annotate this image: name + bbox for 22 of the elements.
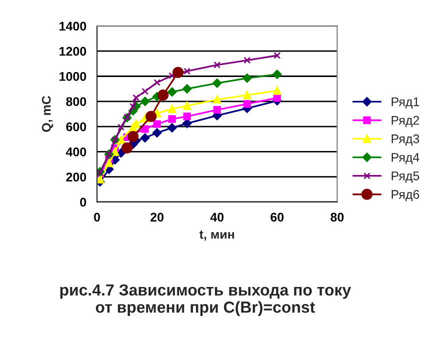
y-tick-label: 400 [66, 148, 86, 156]
x-tick-label: 20 [150, 212, 164, 222]
x-tick-label: 80 [330, 212, 344, 222]
y-axis-title: Q, mC [42, 96, 54, 132]
y-tick-label: 1400 [60, 22, 86, 31]
y-tick-label: 200 [66, 172, 86, 182]
y-tick-label: 0 [80, 198, 86, 207]
legend-label: Ряд5 [392, 172, 420, 183]
text: рис.4.7 Зависимость выхода по току от времени при C(Br)=const [60, 284, 352, 316]
legend-label: Ряд3 [392, 134, 420, 146]
y-tick-label: 800 [66, 97, 86, 106]
legend-label: Ряд4 [392, 153, 420, 164]
y-tick-label: 1200 [60, 46, 86, 56]
y-tick-label: 1000 [60, 72, 86, 81]
x-axis-title: t, мин [199, 230, 234, 241]
legend-label: Ряд6 [392, 190, 420, 202]
x-tick-label: 40 [210, 212, 224, 222]
legend-label: Ряд2 [392, 116, 420, 128]
x-tick-label: 0 [94, 212, 100, 222]
y-tick-label: 600 [66, 122, 86, 132]
legend-label: Ряд1 [392, 98, 420, 109]
x-tick-label: 60 [270, 212, 284, 222]
